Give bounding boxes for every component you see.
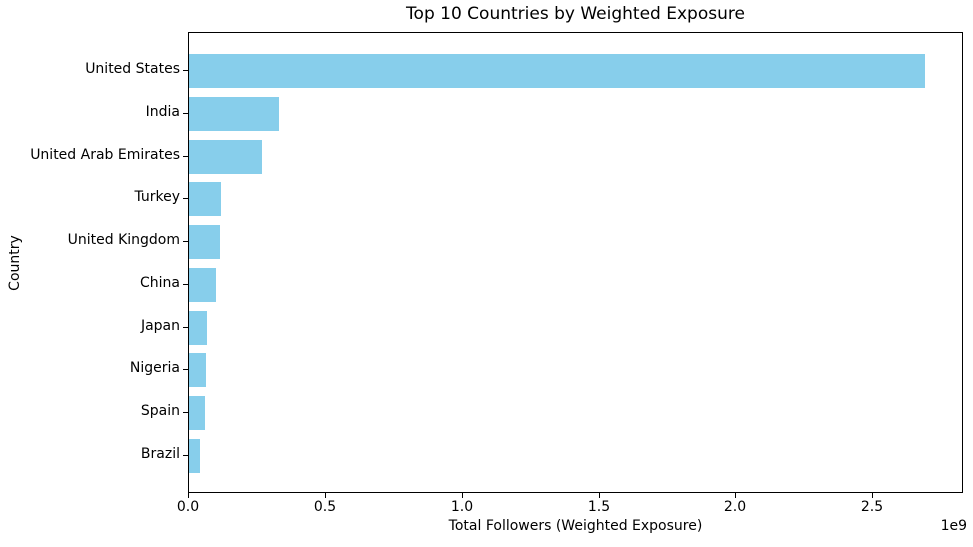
y-tick-mark [183,156,188,157]
y-tick-mark [183,70,188,71]
y-tick-mark [183,369,188,370]
y-tick-mark [183,284,188,285]
x-tick-mark [325,493,326,498]
bar-nigeria [189,353,206,388]
y-tick-label-nigeria: Nigeria [129,360,180,377]
x-tick-label-2.0: 2.0 [723,499,747,515]
x-tick-mark [462,493,463,498]
bar-india [189,96,279,131]
y-tick-label-united-arab-emirates: United Arab Emirates [30,146,180,163]
x-tick-label-0.0: 0.0 [176,499,200,515]
y-tick-label-brazil: Brazil [140,445,180,462]
x-axis-label: Total Followers (Weighted Exposure) [448,518,703,534]
y-tick-mark [183,412,188,413]
bar-china [189,267,216,302]
y-tick-label-india: India [145,103,180,120]
bar-japan [189,310,207,345]
bar-united-kingdom [189,225,220,260]
y-tick-mark [183,198,188,199]
x-tick-mark [599,493,600,498]
x-tick-label-1.5: 1.5 [587,499,611,515]
x-tick-label-2.5: 2.5 [860,499,884,515]
x-axis-offset-text: 1e9 [940,518,967,534]
y-tick-label-spain: Spain [140,403,180,420]
y-tick-label-united-kingdom: United Kingdom [67,232,180,249]
y-tick-label-united-states: United States [85,61,180,78]
y-tick-mark [183,113,188,114]
bar-brazil [189,438,200,473]
y-tick-mark [183,455,188,456]
y-tick-label-china: China [140,274,180,291]
y-tick-label-japan: Japan [140,317,180,334]
x-tick-mark [735,493,736,498]
y-tick-mark [183,327,188,328]
plot-area [188,32,963,493]
x-tick-label-0.5: 0.5 [313,499,337,515]
bar-united-states [189,54,925,89]
chart-title: Top 10 Countries by Weighted Exposure [406,4,745,24]
x-tick-mark [872,493,873,498]
x-tick-label-1.0: 1.0 [450,499,474,515]
bar-united-arab-emirates [189,139,262,174]
bar-turkey [189,182,221,217]
x-tick-mark [188,493,189,498]
y-tick-label-turkey: Turkey [134,189,180,206]
y-tick-mark [183,241,188,242]
bar-spain [189,396,205,431]
